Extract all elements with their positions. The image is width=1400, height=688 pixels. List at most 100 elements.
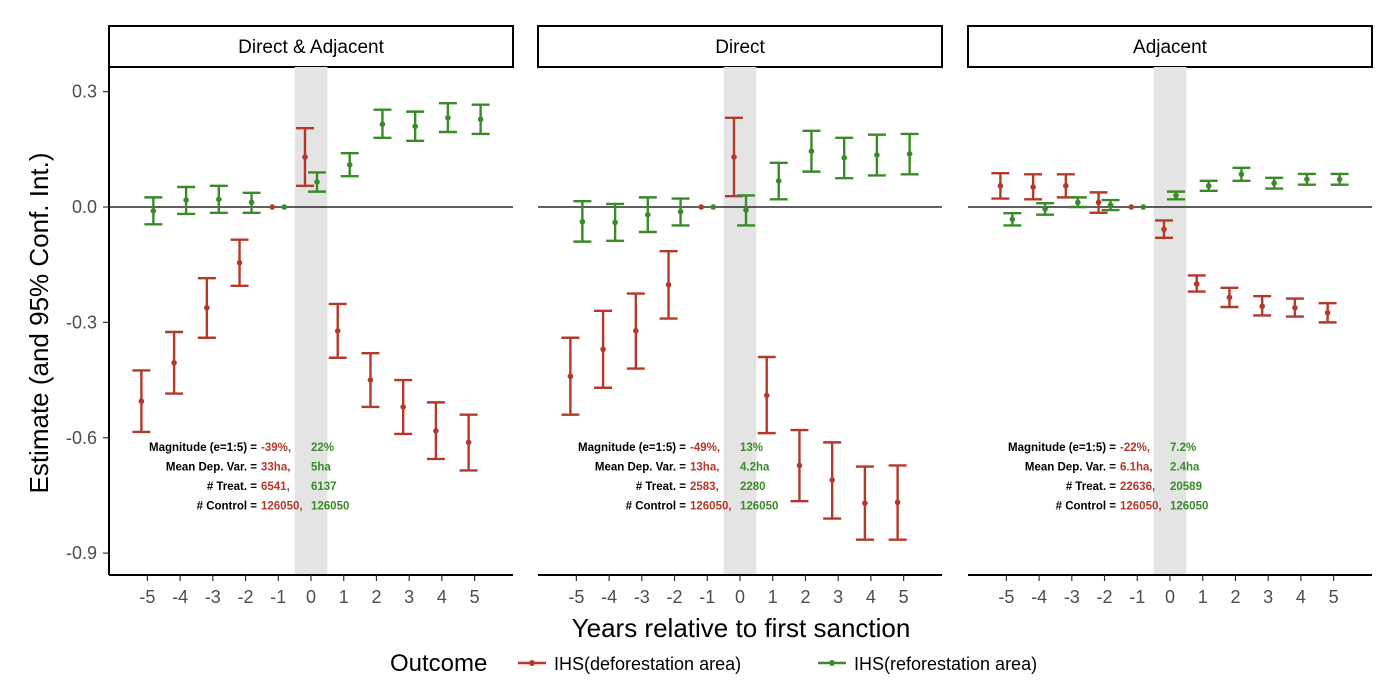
panel-2: Direct -5 -4 -3 -2 -1 0 1 2 3 4 5 Magnitude (e=1:5) … [537,25,943,607]
point-estimate [1030,184,1036,190]
x-tick-label: -3 [205,587,221,607]
annotation-reforestation-value: 4.2ha [740,462,770,474]
point-estimate [862,500,868,506]
point-estimate [567,373,574,380]
annotation-deforestation-value: 2583, [690,481,719,493]
annotation-reforestation-value: 6137 [311,481,337,493]
point-estimate [150,208,157,214]
annotation-label: # Treat. = [1066,481,1116,493]
y-tick-label: 0.3 [72,82,97,102]
point-estimate [1271,180,1277,186]
legend-entry-reforestation: IHS(reforestation area) [818,654,1037,674]
point-estimate [216,196,222,203]
annotation-reforestation-value: 2280 [740,481,766,493]
annotation-deforestation-value: -22%, [1120,442,1150,454]
point-estimate [465,439,472,446]
point-estimate [433,428,439,434]
x-tick-label: -2 [238,587,254,607]
point-estimate [731,154,737,160]
point-estimate [698,204,705,210]
annotation-reforestation-value: 13% [740,442,763,454]
panel-title: Adjacent [1133,37,1208,58]
annotation-label: # Control = [1056,501,1117,513]
point-estimate [477,116,484,123]
point-estimate [1042,206,1048,212]
y-axis: 0.3 0.0 -0.3 -0.6 -0.9 [66,82,109,563]
annotation-reforestation-value: 2.4ha [1170,462,1200,474]
point-estimate [612,219,618,226]
y-axis-title: Estimate (and 95% Conf. Int.) [24,152,54,493]
annotation-deforestation-value: 13ha, [690,462,719,474]
x-tick-label: 5 [899,587,909,607]
point-estimate [314,179,320,185]
panels-layer: Direct & Adjacent -5 -4 -3 -2 -1 0 1 2 3 4 5 Magnitu… [108,25,1373,607]
annotation-reforestation-value: 5ha [311,462,331,474]
annotation-reforestation-value: 22% [311,442,334,454]
point-estimate [1075,199,1081,206]
x-tick-label: -1 [270,587,286,607]
x-tick-label: 0 [1165,587,1175,607]
annotation-label: Magnitude (e=1:5) = [149,442,257,454]
point-estimate [808,148,815,155]
point-estimate [677,208,684,215]
x-tick-label: 4 [866,587,876,607]
point-estimate [633,328,639,334]
x-tick-label: -3 [1064,587,1080,607]
annotation-label: # Treat. = [207,481,257,493]
series-deforestation [991,171,1337,324]
point-estimate [1128,204,1135,210]
point-estimate [665,281,672,288]
legend-title: Outcome [390,650,487,677]
panel-strip [108,25,514,68]
point-estimate [997,183,1004,189]
x-tick-label: -5 [568,587,584,607]
x-tick-label: 2 [1230,587,1240,607]
point-estimate [1095,199,1102,206]
x-tick-label: 3 [404,587,414,607]
x-tick-label: -1 [699,587,715,607]
x-tick-label: -5 [139,587,155,607]
panel-1: Direct & Adjacent -5 -4 -3 -2 -1 0 1 2 3 4 5 Magnitu… [108,25,514,607]
x-tick-label: -4 [172,587,188,607]
x-tick-label: 1 [768,587,778,607]
panel-3: Adjacent -5 -4 -3 -2 -1 0 1 2 3 4 5 Magnitude (e=1:5… [967,25,1373,607]
x-tick-label: 3 [1263,587,1273,607]
point-estimate [841,154,847,161]
series-reforestation [573,129,919,243]
point-estimate [1304,176,1310,183]
legend-key-point [829,660,835,666]
point-estimate [906,151,913,157]
x-tick-label: 1 [1198,587,1208,607]
annotation-reforestation-value: 126050 [1170,501,1208,513]
point-estimate [379,121,386,128]
point-estimate [1238,171,1245,178]
annotation-label: # Control = [197,501,258,513]
annotation-block: Magnitude (e=1:5) = -22%, 7.2% Mean Dep. Va… [1008,442,1208,513]
point-estimate [236,259,243,266]
series-reforestation [144,101,490,226]
annotation-block: Magnitude (e=1:5) = -39%, 22% Mean Dep. Var… [149,442,349,513]
y-tick-label: 0.0 [72,197,97,217]
point-estimate [579,218,586,225]
x-tick-label: -2 [667,587,683,607]
point-estimate [645,211,651,218]
point-estimate [829,477,835,483]
point-estimate [1336,176,1343,183]
panel-title: Direct [715,37,765,58]
series-reforestation [1003,166,1349,227]
point-estimate [1107,202,1114,208]
panel-title: Direct & Adjacent [238,37,384,58]
point-estimate [1193,281,1200,287]
point-estimate [346,161,353,168]
x-tick-label: 0 [735,587,745,607]
point-estimate [1140,204,1147,210]
legend-label: IHS(reforestation area) [854,654,1037,674]
legend-label: IHS(deforestation area) [554,654,741,674]
x-tick-label: -5 [998,587,1014,607]
panel-strip [537,25,943,68]
point-estimate [1173,192,1179,199]
legend-entry-deforestation: IHS(deforestation area) [518,654,741,674]
y-tick-label: -0.3 [66,312,97,332]
annotation-deforestation-value: 126050, [261,501,303,513]
